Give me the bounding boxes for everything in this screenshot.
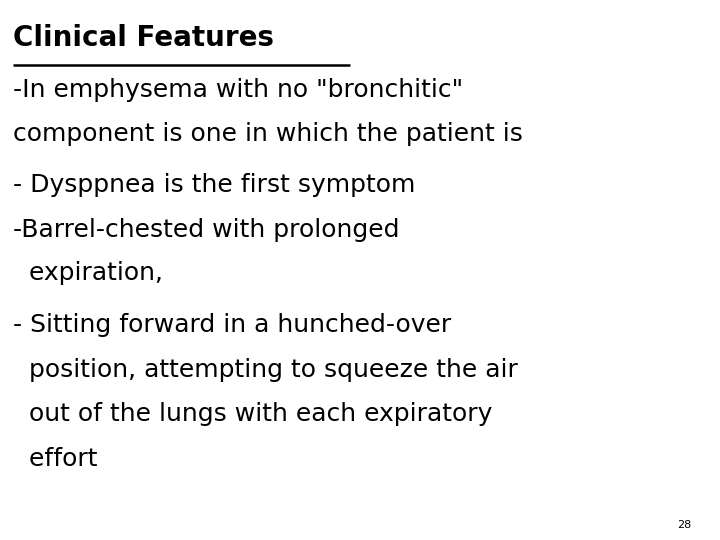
Text: 28: 28 xyxy=(677,520,691,530)
Text: - Dysppnea is the first symptom: - Dysppnea is the first symptom xyxy=(13,173,415,197)
Text: position, attempting to squeeze the air: position, attempting to squeeze the air xyxy=(13,358,518,382)
Text: Clinical Features: Clinical Features xyxy=(13,24,274,52)
Text: - Sitting forward in a hunched-over: - Sitting forward in a hunched-over xyxy=(13,313,451,337)
Text: component is one in which the patient is: component is one in which the patient is xyxy=(13,122,523,145)
Text: expiration,: expiration, xyxy=(13,261,163,285)
Text: out of the lungs with each expiratory: out of the lungs with each expiratory xyxy=(13,402,492,426)
Text: -In emphysema with no "bronchitic": -In emphysema with no "bronchitic" xyxy=(13,78,463,102)
Text: -Barrel-chested with prolonged: -Barrel-chested with prolonged xyxy=(13,218,400,241)
Text: effort: effort xyxy=(13,447,97,471)
